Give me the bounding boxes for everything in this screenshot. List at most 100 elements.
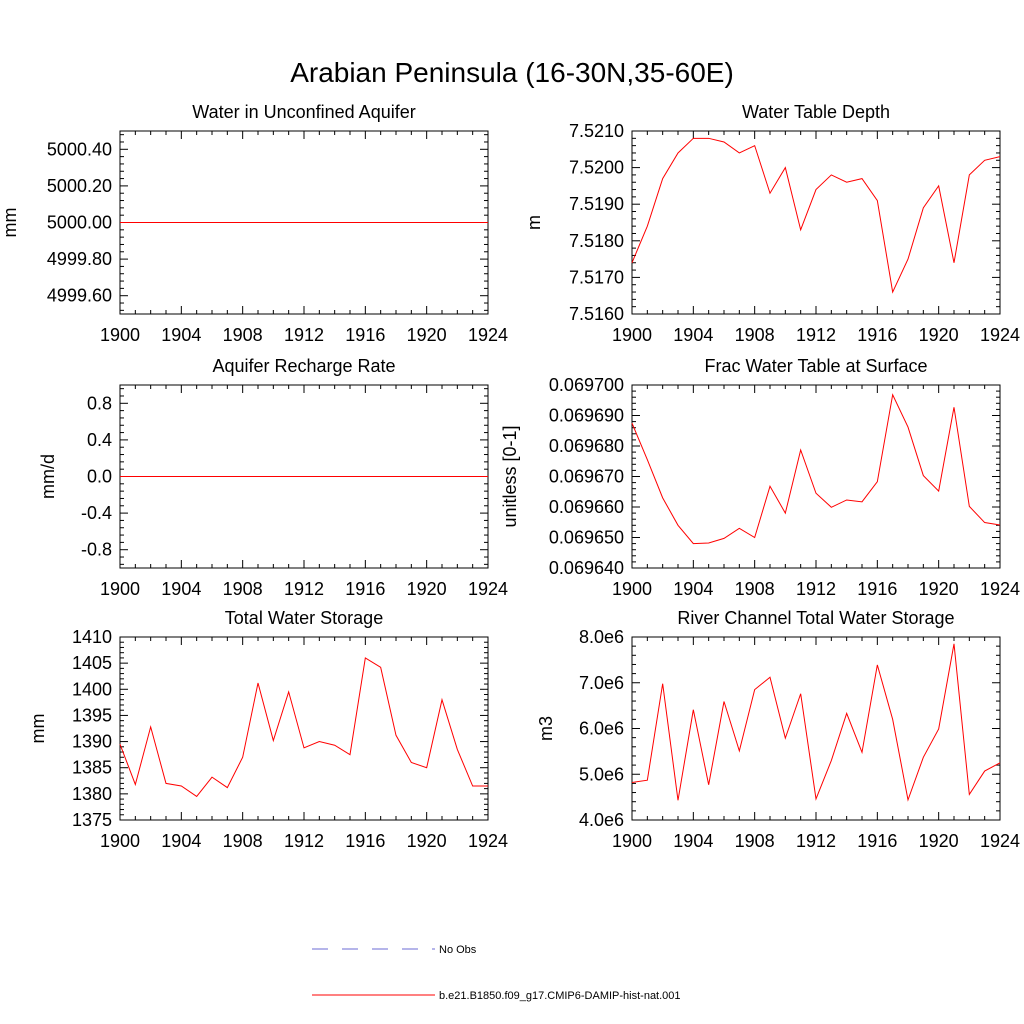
x-tick-label: 1924 <box>980 579 1020 599</box>
y-axis-label: m <box>524 215 544 230</box>
x-tick-label: 1900 <box>612 579 652 599</box>
y-tick-label: 5000.20 <box>47 176 112 196</box>
y-tick-label: 5000.00 <box>47 213 112 233</box>
y-axis-label: mm <box>28 714 48 744</box>
plot-frame <box>119 636 489 821</box>
y-tick-label: 7.5200 <box>569 158 624 178</box>
y-axis-label: mm <box>0 208 20 238</box>
panel-4: Total Water Storage 1900 1904 1908 1912 1916 1… <box>28 608 508 851</box>
y-tick-label: 0.4 <box>87 430 112 450</box>
y-tick-label: 1410 <box>72 627 112 647</box>
y-tick-label: 0.0 <box>87 467 112 487</box>
y-tick-label: 1385 <box>72 758 112 778</box>
y-tick-label: 7.5160 <box>569 304 624 324</box>
panel-title: River Channel Total Water Storage <box>677 608 954 628</box>
panel-title: Frac Water Table at Surface <box>704 356 927 376</box>
y-tick-label: 4999.80 <box>47 249 112 269</box>
legend-label-no-obs: No Obs <box>439 944 477 956</box>
x-tick-label: 1904 <box>161 579 201 599</box>
panel-title: Aquifer Recharge Rate <box>212 356 395 376</box>
x-tick-label: 1912 <box>796 831 836 851</box>
panel-0: Water in Unconfined Aquifer 1900 1904 1908 1… <box>0 102 508 345</box>
x-tick-label: 1900 <box>612 831 652 851</box>
x-tick-label: 1916 <box>345 325 385 345</box>
panel-3: Frac Water Table at Surface 1900 1904 1908 1… <box>500 356 1020 599</box>
series-line <box>631 393 1001 545</box>
x-tick-label: 1912 <box>284 579 324 599</box>
plot-frame <box>631 130 1001 315</box>
y-tick-label: 1390 <box>72 732 112 752</box>
x-tick-label: 1916 <box>345 579 385 599</box>
y-tick-label: 1375 <box>72 810 112 830</box>
y-axis-label: m3 <box>536 716 556 741</box>
legend-label-model: b.e21.B1850.f09_g17.CMIP6-DAMIP-hist-nat… <box>439 990 681 1002</box>
y-tick-label: -0.4 <box>81 503 112 523</box>
x-tick-label: 1904 <box>673 579 713 599</box>
x-tick-label: 1916 <box>857 831 897 851</box>
y-tick-label: 7.0e6 <box>579 673 624 693</box>
panel-title: Water in Unconfined Aquifer <box>192 102 415 122</box>
y-tick-label: 0.069650 <box>549 528 624 548</box>
panel-2: Aquifer Recharge Rate 1900 1904 1908 1912 191… <box>38 356 508 599</box>
x-tick-label: 1916 <box>857 325 897 345</box>
x-tick-label: 1920 <box>919 831 959 851</box>
panel-1: Water Table Depth 1900 1904 1908 1912 1916 192… <box>524 102 1020 345</box>
x-tick-label: 1920 <box>407 325 447 345</box>
plot-frame <box>631 636 1001 821</box>
x-tick-label: 1920 <box>407 831 447 851</box>
series-line <box>119 657 488 798</box>
x-tick-label: 1900 <box>100 831 140 851</box>
y-tick-label: 4999.60 <box>47 286 112 306</box>
y-tick-label: -0.8 <box>81 540 112 560</box>
y-tick-label: 0.069660 <box>549 497 624 517</box>
x-tick-label: 1908 <box>223 579 263 599</box>
y-axis-label: unitless [0-1] <box>500 425 520 527</box>
x-tick-label: 1908 <box>735 325 775 345</box>
x-tick-label: 1924 <box>468 325 508 345</box>
y-axis-label: mm/d <box>38 454 58 499</box>
y-tick-label: 1405 <box>72 653 112 673</box>
x-tick-label: 1924 <box>980 831 1020 851</box>
x-tick-label: 1912 <box>796 325 836 345</box>
y-tick-label: 1400 <box>72 679 112 699</box>
x-tick-label: 1920 <box>919 325 959 345</box>
x-tick-label: 1900 <box>100 579 140 599</box>
y-tick-label: 0.069670 <box>549 467 624 487</box>
x-tick-label: 1908 <box>735 579 775 599</box>
x-tick-label: 1900 <box>612 325 652 345</box>
y-tick-label: 8.0e6 <box>579 627 624 647</box>
x-tick-label: 1920 <box>407 579 447 599</box>
x-tick-label: 1920 <box>919 579 959 599</box>
x-tick-label: 1904 <box>673 831 713 851</box>
y-tick-label: 7.5170 <box>569 267 624 287</box>
y-tick-label: 0.069700 <box>549 375 624 395</box>
series-line <box>631 137 1001 294</box>
x-tick-label: 1908 <box>223 325 263 345</box>
figure-title: Arabian Peninsula (16-30N,35-60E) <box>290 57 734 88</box>
x-tick-label: 1916 <box>857 579 897 599</box>
y-tick-label: 6.0e6 <box>579 719 624 739</box>
panel-5: River Channel Total Water Storage 1900 190… <box>536 608 1020 851</box>
y-tick-label: 0.8 <box>87 393 112 413</box>
x-tick-label: 1904 <box>673 325 713 345</box>
x-tick-label: 1912 <box>284 325 324 345</box>
x-tick-label: 1908 <box>223 831 263 851</box>
x-tick-label: 1904 <box>161 325 201 345</box>
x-tick-label: 1924 <box>468 831 508 851</box>
y-tick-label: 4.0e6 <box>579 810 624 830</box>
y-tick-label: 0.069680 <box>549 436 624 456</box>
y-tick-label: 1380 <box>72 784 112 804</box>
y-tick-label: 5.0e6 <box>579 764 624 784</box>
x-tick-label: 1912 <box>284 831 324 851</box>
x-tick-label: 1916 <box>345 831 385 851</box>
series-line <box>631 643 1001 802</box>
panel-title: Water Table Depth <box>742 102 890 122</box>
plot-frame <box>631 384 1001 569</box>
legend: No Obs b.e21.B1850.f09_g17.CMIP6-DAMIP-h… <box>312 944 681 1002</box>
x-tick-label: 1904 <box>161 831 201 851</box>
y-tick-label: 7.5190 <box>569 194 624 214</box>
y-tick-label: 1395 <box>72 705 112 725</box>
y-tick-label: 5000.40 <box>47 139 112 159</box>
x-tick-label: 1924 <box>468 579 508 599</box>
